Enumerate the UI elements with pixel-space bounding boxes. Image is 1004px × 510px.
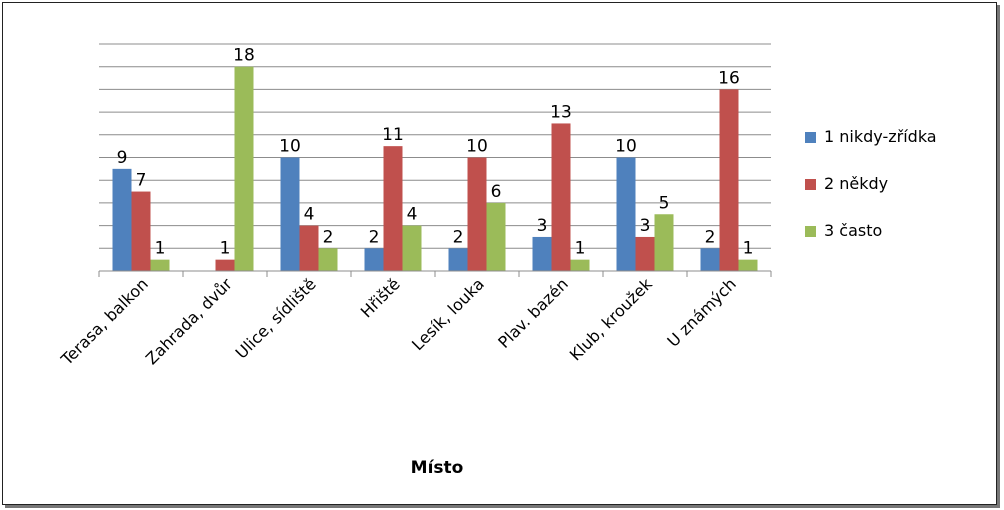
data-label: 1 <box>743 239 754 259</box>
bar-3-8 <box>738 259 758 271</box>
bar-1-4 <box>364 248 384 271</box>
category-label: Hřiště <box>357 274 404 321</box>
bar-3-2 <box>234 66 254 271</box>
data-label: 6 <box>491 182 502 202</box>
chart-frame: 9 10 2 2 3 10 2 7 1 4 11 10 13 3 16 1 18 2 4 6 1 5 1 Terasa, ba… <box>2 2 997 505</box>
bar-2-3 <box>299 225 319 271</box>
bar-2-2 <box>215 259 235 271</box>
legend-entry: 1 nikdy-zřídka <box>824 127 937 146</box>
legend-swatch <box>805 226 816 237</box>
bar-2-6 <box>551 123 571 271</box>
bar-1-8 <box>700 248 720 271</box>
data-label: 1 <box>220 239 231 259</box>
bar-2-4 <box>383 146 403 271</box>
bar-1-1 <box>112 168 132 271</box>
category-label: Zahrada, dvůr <box>142 274 236 368</box>
data-label: 10 <box>615 137 637 157</box>
data-label: 2 <box>705 227 716 247</box>
legend-entry: 3 často <box>824 221 882 240</box>
bar-3-7 <box>654 214 674 271</box>
category-label: Terasa, balkon <box>57 274 152 369</box>
data-label: 7 <box>136 171 147 191</box>
data-label: 1 <box>155 239 166 259</box>
bar-2-5 <box>467 157 487 271</box>
bar-1-7 <box>616 157 636 271</box>
category-label: Klub, kroužek <box>566 274 657 365</box>
data-label: 10 <box>466 137 488 157</box>
data-label: 10 <box>279 137 301 157</box>
bar-3-4 <box>402 225 422 271</box>
data-label: 4 <box>304 205 315 225</box>
legend-swatch <box>805 179 816 190</box>
legend-entry: 2 někdy <box>824 174 888 193</box>
bar-3-6 <box>570 259 590 271</box>
legend-swatch <box>805 132 816 143</box>
bar-2-8 <box>719 89 739 272</box>
data-label: 2 <box>369 227 380 247</box>
data-label: 16 <box>718 68 740 88</box>
bar-3-3 <box>318 248 338 271</box>
category-label: Lesík, louka <box>408 274 488 354</box>
data-label: 4 <box>407 205 418 225</box>
data-label: 18 <box>233 46 255 66</box>
data-label: 9 <box>117 148 128 168</box>
data-label: 3 <box>537 216 548 236</box>
data-label: 2 <box>323 227 334 247</box>
bar-1-3 <box>280 157 300 271</box>
data-label: 3 <box>640 216 651 236</box>
category-label: U známých <box>663 274 739 350</box>
bar-1-5 <box>448 248 468 271</box>
bar-3-1 <box>150 259 170 271</box>
data-label: 13 <box>550 102 572 122</box>
data-label: 11 <box>382 125 404 145</box>
bar-1-6 <box>532 236 552 271</box>
data-label: 2 <box>453 227 464 247</box>
category-label: Plav. bazén <box>494 274 572 352</box>
bar-2-1 <box>131 191 151 271</box>
x-axis-title: Místo <box>411 458 464 478</box>
bar-3-5 <box>486 202 506 271</box>
bar-2-7 <box>635 236 655 271</box>
category-label: Ulice, sídliště <box>232 274 320 362</box>
data-label: 5 <box>659 193 670 213</box>
data-label: 1 <box>575 239 586 259</box>
